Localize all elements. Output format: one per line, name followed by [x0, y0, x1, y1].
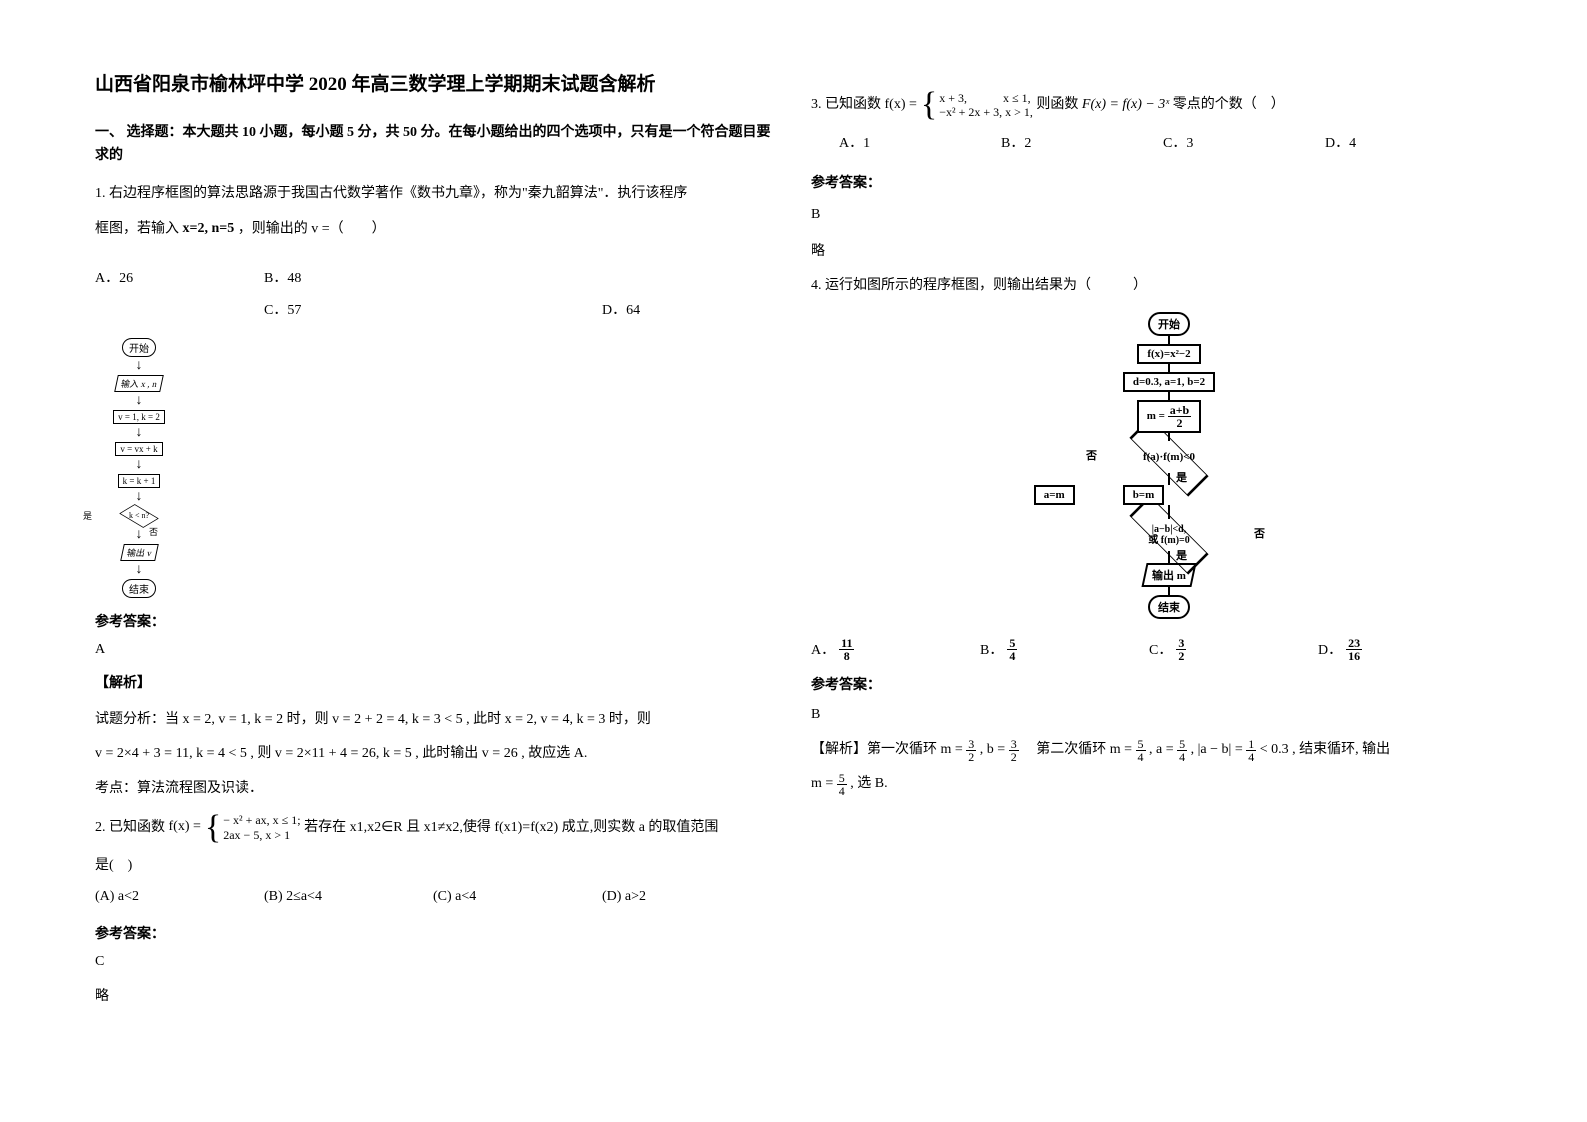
q2-opt-c: (C) a<4 — [433, 889, 602, 905]
flow-start: 开始 — [122, 338, 156, 357]
q2-opt-b: (B) 2≤a<4 — [264, 889, 433, 905]
q1-stem2-prefix: 框图，若输入 — [95, 221, 183, 236]
flow2-cond2: |a−b|<d,或 f(m)=0 — [1099, 519, 1239, 551]
q4-opt-c: C．32 — [1149, 637, 1318, 662]
q2-suffix: 若存在 x1,x2∈R 且 x1≠x2,使得 f(x1)=f(x2) 成立,则实… — [304, 820, 718, 835]
q3-line: 3. 已知函数 f(x) = { x + 3, x ≤ 1, −x² + 2x … — [811, 88, 1487, 122]
q3-opt-a: A．1 — [839, 132, 1001, 152]
q3-fx: f(x) = — [885, 92, 917, 119]
flow2-start: 开始 — [1148, 312, 1190, 336]
q2-line2: 是( ) — [95, 853, 771, 880]
q4-opt-b: B．54 — [980, 637, 1149, 662]
q3-opt-b: B．2 — [1001, 132, 1163, 152]
q3-case1: x + 3, x ≤ 1, — [939, 91, 1033, 105]
flow2-no2: 否 — [1254, 525, 1265, 541]
q1-note: 考点：算法流程图及识读． — [95, 776, 771, 803]
q1-opt-a: A．26 — [95, 267, 264, 287]
q1-stem2-suffix: ，则输出的 v =（ ） — [238, 221, 386, 236]
brace-icon: { — [921, 88, 937, 122]
q2-line: 2. 已知函数 f(x) = { − x² + ax, x ≤ 1; 2ax −… — [95, 811, 771, 845]
flow2-m: m = a+b2 — [1137, 400, 1201, 433]
flow2-bm: b=m — [1123, 485, 1165, 505]
flow2-end: 结束 — [1148, 595, 1190, 619]
q1-expl-2: v = 2×4 + 3 = 11, k = 4 < 5 , 则 v = 2×11… — [95, 740, 771, 768]
q1-opt-d: D．64 — [602, 299, 771, 319]
q1-options-2: C．57 D．64 — [95, 299, 771, 319]
q2-case1: − x² + ax, x ≤ 1; — [223, 813, 300, 827]
flow-out: 输出 v — [120, 544, 158, 561]
right-column: 3. 已知函数 f(x) = { x + 3, x ≤ 1, −x² + 2x … — [811, 70, 1527, 1082]
flow-step1: v = vx + k — [115, 442, 162, 456]
q2-piecewise: f(x) = { − x² + ax, x ≤ 1; 2ax − 5, x > … — [169, 811, 301, 845]
q1-stem-line2: 框图，若输入 x=2, n=5 ，则输出的 v =（ ） — [95, 216, 771, 243]
q3-suffix: 零点的个数（ ） — [1173, 97, 1285, 112]
q1-math: x=2, n=5 — [183, 216, 235, 243]
q3-prefix: 3. 已知函数 — [811, 97, 881, 112]
page-title: 山西省阳泉市榆林坪中学 2020 年高三数学理上学期期末试题含解析 — [95, 70, 771, 100]
flow-cond: k < n? — [122, 505, 156, 527]
flow2-out: 输出 m — [1141, 563, 1196, 587]
q2-answer: C — [95, 949, 771, 976]
flow2-yes2: 是 — [1176, 547, 1187, 563]
section-header: 一、 选择题：本大题共 10 小题，每小题 5 分，共 50 分。在每小题给出的… — [95, 122, 771, 167]
q4-expl-2: m = 54 , 选 B. — [811, 770, 1487, 798]
flow-input: 输入 x , n — [114, 375, 164, 392]
q4-answer: B — [811, 702, 1487, 729]
flow2-init: d=0.3, a=1, b=2 — [1123, 372, 1215, 392]
q1-expl-1: 试题分析：当 x = 2, v = 1, k = 2 时，则 v = 2 + 2… — [95, 706, 771, 734]
flow2-am: a=m — [1034, 485, 1075, 505]
q3-mid: 则函数 — [1036, 97, 1082, 112]
flow-no: 否 — [149, 525, 158, 538]
q3-piecewise: f(x) = { x + 3, x ≤ 1, −x² + 2x + 3, x >… — [885, 88, 1033, 122]
q3-answer: B — [811, 202, 1487, 229]
q2-opt-a: (A) a<2 — [95, 889, 264, 905]
q2-fx: f(x) = — [169, 814, 201, 841]
q2-prefix: 2. 已知函数 — [95, 820, 165, 835]
flow2-yes1: 是 — [1176, 469, 1187, 485]
q2-ref-label: 参考答案： — [95, 923, 771, 943]
q1-answer: A — [95, 637, 771, 664]
q1-ref-label: 参考答案： — [95, 611, 771, 631]
flow-yes: 是 — [83, 509, 92, 522]
q3-opt-d: D．4 — [1325, 132, 1487, 152]
q1-options: A．26 B．48 — [95, 267, 771, 287]
q3-expl: 略 — [811, 239, 1487, 266]
q4-stem: 4. 运行如图所示的程序框图，则输出结果为（ ） — [811, 273, 1487, 300]
q3-opt-c: C．3 — [1163, 132, 1325, 152]
q4-expl-1: 【解析】第一次循环 m = 32 , b = 32 第二次循环 m = 54 ,… — [811, 736, 1487, 764]
q2-expl: 略 — [95, 984, 771, 1011]
flow2-fx: f(x)=x²−2 — [1137, 344, 1200, 364]
q1-opt-c: C．57 — [264, 299, 433, 319]
q1-expl-head: 【解析】 — [95, 671, 771, 698]
flow2-cond1: f(a)·f(m)<0 — [1114, 441, 1224, 473]
q2-case2: 2ax − 5, x > 1 — [223, 828, 300, 842]
q2-options: (A) a<2 (B) 2≤a<4 (C) a<4 (D) a>2 — [95, 889, 771, 905]
q4-options: A．118 B．54 C．32 D．2316 — [811, 637, 1487, 662]
q4-opt-d: D．2316 — [1318, 637, 1487, 662]
q3-Fx: F(x) = f(x) − 3ˣ — [1082, 97, 1169, 112]
q4-flowchart: 开始 f(x)=x²−2 d=0.3, a=1, b=2 m = a+b2 否 … — [851, 312, 1487, 619]
q1-opt-b: B．48 — [264, 267, 433, 287]
q1-stem-line1: 1. 右边程序框图的算法思路源于我国古代数学著作《数书九章》，称为"秦九韶算法"… — [95, 181, 771, 208]
flow-step2: k = k + 1 — [118, 474, 161, 488]
q4-opt-a: A．118 — [811, 637, 980, 662]
q4-ref-label: 参考答案： — [811, 674, 1487, 694]
flow-init: v = 1, k = 2 — [113, 410, 165, 424]
q3-options: A．1 B．2 C．3 D．4 — [839, 132, 1487, 152]
q3-case2: −x² + 2x + 3, x > 1, — [939, 105, 1033, 119]
brace-icon: { — [205, 811, 221, 845]
q2-opt-d: (D) a>2 — [602, 889, 771, 905]
q3-ref-label: 参考答案： — [811, 172, 1487, 192]
flow-end: 结束 — [122, 579, 156, 598]
flow2-no1: 否 — [1086, 447, 1097, 463]
left-column: 山西省阳泉市榆林坪中学 2020 年高三数学理上学期期末试题含解析 一、 选择题… — [95, 70, 811, 1082]
q1-flowchart: 开始 ↓ 输入 x , n ↓ v = 1, k = 2 ↓ v = vx + … — [95, 337, 183, 599]
